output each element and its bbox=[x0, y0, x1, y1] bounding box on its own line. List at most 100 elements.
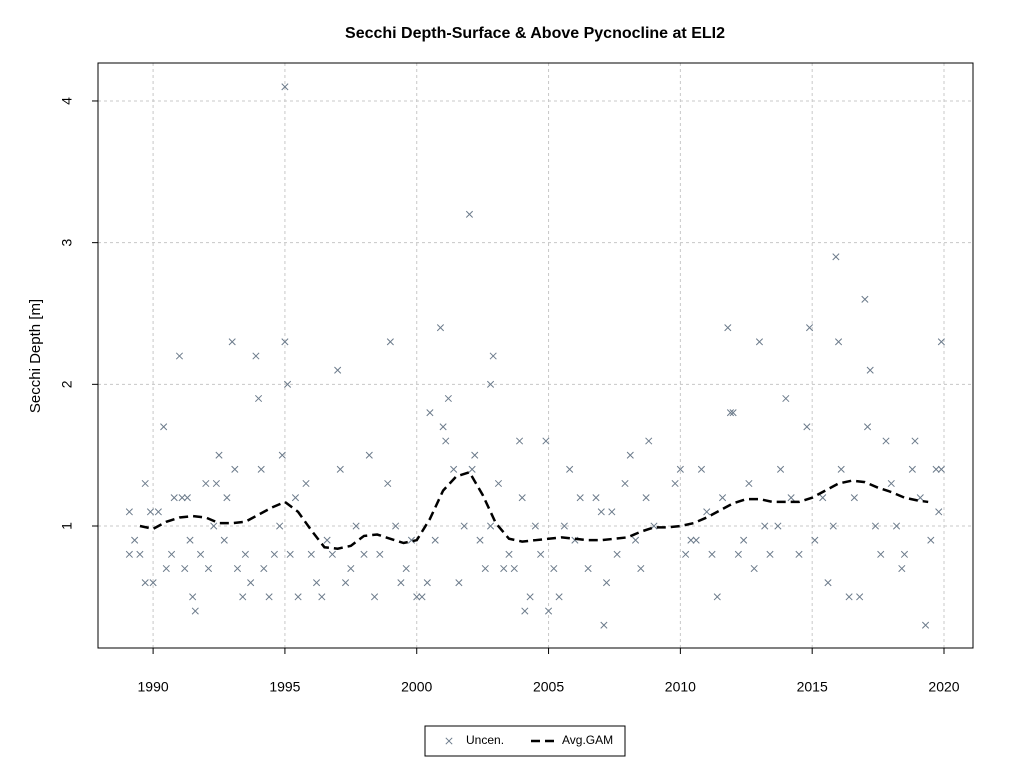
point bbox=[718, 494, 727, 502]
point bbox=[755, 338, 764, 346]
point bbox=[376, 550, 384, 558]
point bbox=[566, 465, 574, 473]
point bbox=[204, 564, 213, 573]
point bbox=[592, 494, 600, 502]
point bbox=[302, 479, 310, 488]
point bbox=[703, 508, 711, 516]
point bbox=[708, 550, 716, 558]
point bbox=[294, 593, 302, 601]
point bbox=[518, 494, 526, 502]
legend-box bbox=[424, 725, 626, 757]
point bbox=[170, 494, 178, 502]
x-tick-label: 2005 bbox=[533, 679, 564, 695]
point bbox=[141, 579, 149, 587]
point bbox=[898, 564, 906, 573]
point bbox=[645, 437, 653, 445]
point bbox=[824, 579, 832, 587]
point bbox=[921, 621, 930, 629]
point bbox=[286, 550, 294, 558]
point bbox=[537, 550, 545, 558]
point bbox=[521, 607, 529, 615]
point bbox=[468, 465, 476, 473]
point bbox=[178, 494, 186, 502]
point bbox=[845, 593, 853, 601]
point bbox=[682, 550, 690, 558]
point bbox=[431, 536, 439, 544]
point bbox=[766, 550, 774, 558]
point bbox=[787, 494, 795, 502]
point bbox=[724, 324, 732, 332]
point bbox=[312, 579, 321, 587]
point bbox=[584, 564, 592, 573]
point bbox=[505, 550, 513, 558]
point bbox=[341, 579, 350, 587]
point bbox=[803, 423, 811, 431]
point bbox=[576, 494, 584, 502]
point bbox=[212, 479, 220, 488]
point bbox=[444, 394, 452, 403]
point bbox=[811, 536, 819, 544]
point bbox=[423, 579, 431, 587]
point bbox=[819, 494, 827, 502]
point bbox=[154, 508, 162, 516]
gam-line bbox=[139, 470, 929, 550]
point bbox=[671, 479, 679, 488]
y-tick-label: 3 bbox=[59, 239, 75, 247]
point bbox=[370, 593, 379, 601]
point bbox=[834, 338, 843, 346]
point bbox=[260, 564, 268, 573]
point bbox=[697, 465, 706, 473]
point bbox=[740, 536, 748, 544]
point bbox=[526, 593, 534, 601]
point bbox=[455, 579, 463, 587]
point bbox=[687, 536, 695, 544]
point bbox=[191, 607, 199, 615]
point bbox=[795, 550, 803, 558]
point bbox=[278, 451, 286, 459]
point bbox=[386, 338, 394, 346]
point bbox=[494, 479, 503, 488]
point bbox=[223, 494, 231, 502]
point bbox=[734, 550, 742, 558]
point bbox=[900, 550, 909, 558]
point bbox=[426, 409, 434, 417]
point bbox=[911, 437, 919, 445]
point bbox=[442, 437, 450, 445]
y-tick-label: 2 bbox=[59, 380, 75, 388]
point bbox=[805, 324, 814, 332]
point bbox=[782, 394, 790, 403]
point bbox=[774, 522, 782, 530]
x-tick-label: 1990 bbox=[138, 679, 169, 695]
point bbox=[228, 338, 236, 346]
point bbox=[908, 465, 916, 473]
point bbox=[265, 593, 273, 601]
point bbox=[832, 253, 840, 261]
point bbox=[631, 536, 640, 544]
point bbox=[515, 437, 524, 445]
point bbox=[210, 522, 218, 530]
x-tick-label: 2020 bbox=[928, 679, 959, 695]
y-axis-label: Secchi Depth [m] bbox=[27, 299, 44, 413]
point bbox=[863, 423, 872, 431]
point bbox=[181, 564, 189, 573]
point bbox=[621, 479, 629, 488]
point bbox=[450, 465, 458, 473]
point bbox=[239, 593, 247, 601]
point bbox=[328, 550, 336, 558]
point bbox=[336, 465, 344, 473]
point bbox=[241, 550, 249, 558]
point bbox=[560, 522, 568, 530]
point bbox=[486, 380, 495, 388]
point bbox=[600, 621, 608, 629]
point bbox=[189, 593, 197, 601]
point bbox=[215, 451, 223, 459]
point bbox=[613, 550, 621, 558]
point bbox=[125, 550, 133, 558]
y-tick-label: 4 bbox=[59, 97, 75, 105]
point bbox=[531, 522, 539, 530]
point bbox=[186, 536, 194, 544]
point bbox=[160, 423, 168, 431]
point bbox=[602, 579, 611, 587]
point bbox=[745, 479, 753, 488]
